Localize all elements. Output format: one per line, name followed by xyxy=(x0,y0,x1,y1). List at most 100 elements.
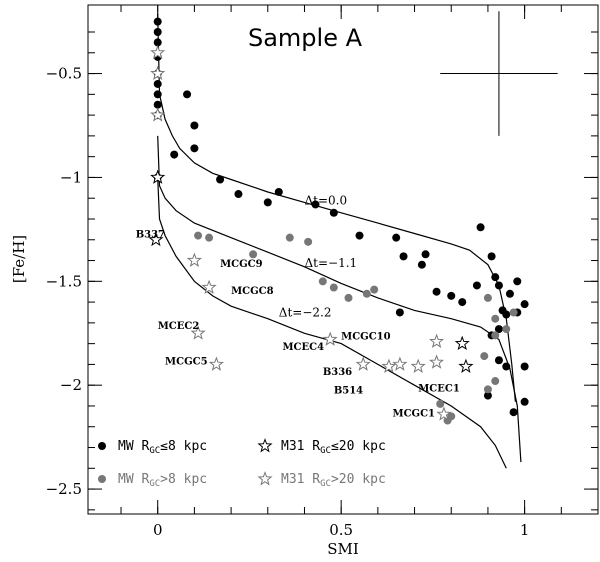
legend-marker-star xyxy=(257,471,273,486)
data-point xyxy=(520,300,529,309)
legend-marker-star xyxy=(257,438,273,453)
data-point xyxy=(520,397,529,406)
data-point xyxy=(370,285,379,294)
data-points xyxy=(148,17,529,425)
data-point xyxy=(216,175,225,184)
curve-label: Δt=−2.2 xyxy=(279,306,332,320)
annotations: B337 MCGC9 MCGC8 MCEC2 MCGC5 MCEC4 MCGC10 B336 B… xyxy=(136,230,460,420)
data-point xyxy=(502,325,511,334)
data-point-star xyxy=(454,335,470,351)
point-annotation: MCEC2 xyxy=(158,321,200,332)
data-point xyxy=(311,200,320,209)
data-point xyxy=(483,391,492,400)
data-point xyxy=(234,190,243,199)
point-annotation: B336 xyxy=(323,367,352,378)
data-point xyxy=(170,150,179,159)
data-point xyxy=(362,289,371,298)
legend: MW RGC≤8 kpc M31 RGC≤20 kpc MW RGC>8 kpc M3… xyxy=(98,438,386,489)
x-tick-label: 0 xyxy=(153,521,163,539)
data-point xyxy=(392,233,401,242)
model-curve xyxy=(157,135,522,463)
data-point-star xyxy=(150,169,166,184)
y-tick-label: −2.5 xyxy=(46,480,82,498)
data-point-star xyxy=(186,252,202,267)
curve-label: Δt=−1.1 xyxy=(304,256,357,270)
data-point xyxy=(487,252,496,261)
data-point xyxy=(483,385,492,394)
data-point xyxy=(285,233,294,242)
model-curves: Δt=0.0 Δt=−1.1 Δt=−2.2 xyxy=(157,13,522,469)
data-point xyxy=(432,287,441,296)
data-point xyxy=(153,100,162,109)
data-point xyxy=(153,17,162,26)
data-point xyxy=(513,277,522,286)
data-point xyxy=(494,281,503,290)
axis-ticks: 0 0.5 1 −0.5 −1 −1.5 −2 −2.5 xyxy=(46,5,598,539)
model-curve xyxy=(157,177,507,469)
data-point xyxy=(399,252,408,261)
data-point xyxy=(472,281,481,290)
data-point-star xyxy=(429,333,445,348)
data-point xyxy=(483,293,492,302)
legend-text: M31 RGC>20 kpc xyxy=(281,472,386,489)
data-point-star xyxy=(436,406,452,421)
data-point-star xyxy=(201,279,217,294)
data-point xyxy=(318,277,327,286)
x-tick-label: 1 xyxy=(520,521,530,539)
data-point xyxy=(458,298,467,307)
point-annotation: B514 xyxy=(334,386,363,397)
data-point xyxy=(421,250,430,259)
data-point-star xyxy=(150,65,166,80)
point-annotation: MCGC10 xyxy=(341,331,390,342)
point-annotation: MCGC5 xyxy=(165,356,208,367)
legend-marker xyxy=(98,442,106,450)
data-point xyxy=(329,208,338,217)
data-point xyxy=(491,314,500,323)
data-point xyxy=(395,308,404,317)
point-annotation: MCGC1 xyxy=(393,408,436,419)
data-point xyxy=(447,291,456,300)
point-annotation: MCGC8 xyxy=(231,286,274,297)
data-point xyxy=(355,231,364,240)
data-point xyxy=(153,28,162,37)
data-point-star xyxy=(150,107,166,122)
data-point xyxy=(491,377,500,386)
point-annotation: MCEC1 xyxy=(418,383,460,394)
legend-text: MW RGC≤8 kpc xyxy=(118,439,207,456)
data-point xyxy=(190,121,199,130)
data-point-star xyxy=(148,231,164,247)
data-point-star xyxy=(381,358,397,373)
data-point-star xyxy=(392,356,408,371)
error-bar xyxy=(440,11,558,136)
data-point xyxy=(153,90,162,99)
legend-text: M31 RGC≤20 kpc xyxy=(281,439,386,456)
chart-title: Sample A xyxy=(248,24,363,52)
x-tick-label: 0.5 xyxy=(329,521,353,539)
data-point-star xyxy=(190,325,206,340)
data-point-star xyxy=(322,331,338,346)
plot-frame xyxy=(87,4,599,515)
data-point xyxy=(274,187,283,196)
data-point xyxy=(190,144,199,153)
point-annotation: MCGC9 xyxy=(220,259,263,270)
data-point xyxy=(494,325,503,334)
y-tick-label: −0.5 xyxy=(46,65,82,83)
data-point xyxy=(480,352,489,361)
y-tick-label: −1.5 xyxy=(46,272,82,290)
data-point xyxy=(417,260,426,269)
data-point xyxy=(520,362,529,371)
data-point xyxy=(263,198,272,207)
data-point-star xyxy=(458,358,474,373)
data-point xyxy=(491,331,500,340)
data-point-star xyxy=(429,354,445,369)
data-point xyxy=(476,223,485,232)
y-tick-label: −2 xyxy=(60,376,82,394)
legend-text: MW RGC>8 kpc xyxy=(118,472,207,489)
point-annotation: B337 xyxy=(136,230,165,241)
x-axis-label: SMI xyxy=(327,540,359,558)
data-point xyxy=(491,273,500,282)
data-point xyxy=(183,90,192,99)
data-point xyxy=(304,237,313,246)
data-point xyxy=(194,231,203,240)
